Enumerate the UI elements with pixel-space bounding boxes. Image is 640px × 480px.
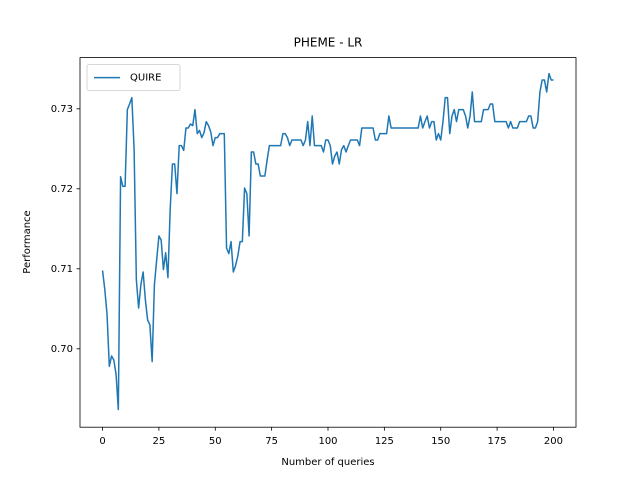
y-tick-label: 0.70: [51, 344, 73, 355]
x-tick-label: 25: [153, 436, 166, 447]
y-axis-label: Performance: [22, 210, 33, 273]
legend-label: QUIRE: [130, 73, 161, 84]
y-tick-label: 0.71: [51, 264, 73, 275]
y-tick-label: 0.72: [51, 184, 73, 195]
legend-box: [86, 64, 181, 91]
x-tick-label: 50: [209, 436, 222, 447]
plot-frame: [79, 57, 577, 428]
x-tick-label: 100: [318, 436, 337, 447]
x-tick-label: 200: [544, 436, 563, 447]
x-tick-label: 175: [488, 436, 507, 447]
chart-title: PHEME - LR: [294, 36, 363, 50]
data-line: [101, 72, 554, 411]
x-tick-label: 150: [431, 436, 450, 447]
x-tick-label: 75: [265, 436, 278, 447]
x-axis-label: Number of queries: [281, 457, 374, 468]
x-tick-label: 125: [375, 436, 394, 447]
x-tick-label: 0: [99, 436, 105, 447]
y-tick-label: 0.73: [51, 104, 73, 115]
